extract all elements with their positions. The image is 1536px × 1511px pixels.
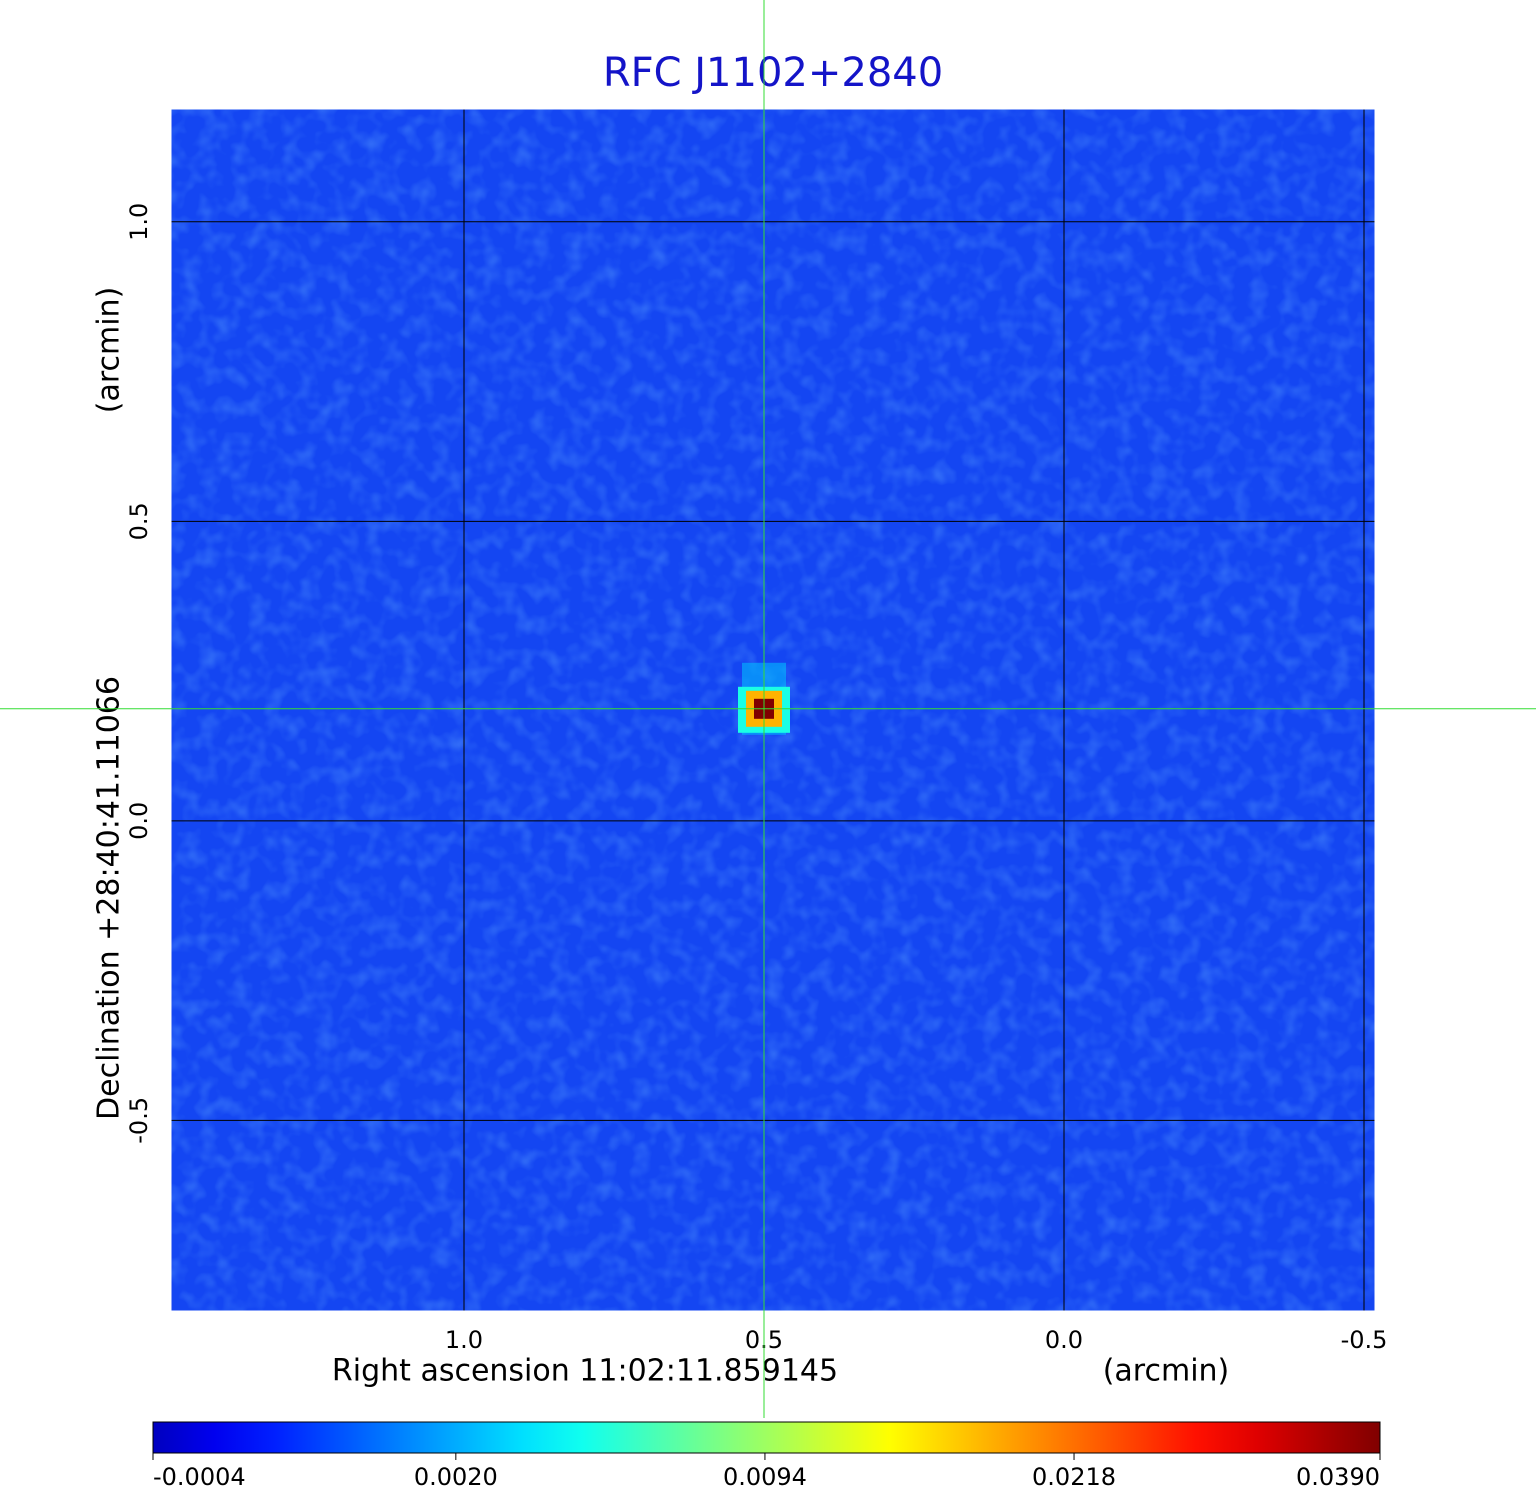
- x-axis-label: Right ascension 11:02:11.859145: [332, 1354, 838, 1389]
- colorbar-tick-label: -0.0004: [153, 1463, 246, 1491]
- y-axis-label: Declination +28:40:41.11066: [92, 676, 127, 1120]
- y-tick-label: 0.5: [125, 502, 153, 540]
- chart-title: RFC J1102+2840: [603, 50, 943, 96]
- x-tick-label: -0.5: [1341, 1326, 1388, 1354]
- y-axis-unit: (arcmin): [92, 287, 127, 414]
- colorbar-tick-label: 0.0020: [414, 1463, 498, 1491]
- frame: [168, 106, 1378, 1314]
- colorbar-tick-label: 0.0094: [723, 1463, 807, 1491]
- colorbar: [152, 1421, 1381, 1454]
- colorbar-tick-label: 0.0218: [1032, 1463, 1116, 1491]
- x-tick-label: 1.0: [445, 1326, 483, 1354]
- y-tick-label: -0.5: [125, 1097, 153, 1144]
- colorbar-tick-label: 0.0390: [1296, 1463, 1380, 1491]
- y-tick-label: 0.0: [125, 802, 153, 840]
- y-tick-label: 1.0: [125, 203, 153, 241]
- x-tick-label: 0.0: [1045, 1326, 1083, 1354]
- x-axis-unit: (arcmin): [1103, 1354, 1230, 1389]
